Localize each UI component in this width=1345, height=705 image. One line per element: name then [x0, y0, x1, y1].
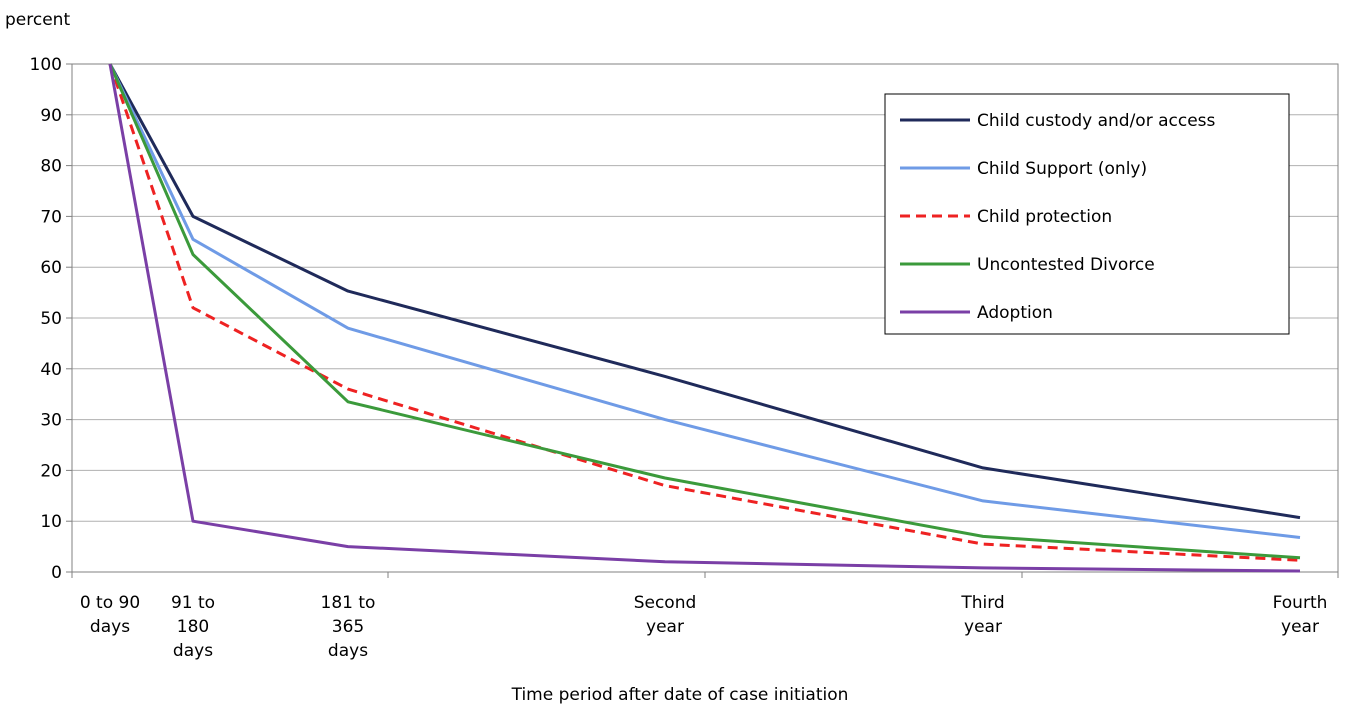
- y-tick-label: 20: [40, 461, 62, 481]
- y-tick-label: 30: [40, 411, 62, 431]
- legend-label: Child protection: [977, 207, 1112, 227]
- y-tick-label: 70: [40, 207, 62, 227]
- x-tick-label-line: 180: [177, 617, 209, 637]
- series-line-1: [108, 63, 1301, 520]
- y-tick-label: 40: [40, 360, 62, 380]
- x-axis: 0 to 90 days 91 to 180 days 181 to 365 days Seco…: [71, 572, 1339, 661]
- series-line-4: [108, 63, 1301, 560]
- series-lines: [108, 63, 1301, 573]
- x-tick-label-line: days: [90, 617, 130, 637]
- x-tick-label: Third year: [960, 593, 1004, 637]
- legend-label: Child custody and/or access: [977, 111, 1216, 131]
- x-tick-label-line: 91 to: [171, 593, 215, 613]
- x-tick-label: Fourth year: [1273, 593, 1328, 637]
- legend-box: [884, 93, 1290, 335]
- y-tick-label: 80: [40, 157, 62, 177]
- x-tick-label-line: days: [328, 641, 368, 661]
- legend-label: Uncontested Divorce: [977, 255, 1155, 275]
- x-tick-label-line: year: [1281, 617, 1319, 637]
- x-tick-label-line: Second: [634, 593, 697, 613]
- legend-label: Child Support (only): [977, 159, 1147, 179]
- y-tick-label: 60: [40, 258, 62, 278]
- series-line-2: [108, 63, 1301, 539]
- y-axis-unit-label: percent: [5, 10, 70, 30]
- x-tick-label-line: days: [173, 641, 213, 661]
- x-tick-label: Second year: [634, 593, 697, 637]
- y-tick-label: 0: [51, 563, 62, 583]
- series-line-3: [108, 63, 1301, 562]
- x-tick-label-line: 0 to 90: [80, 593, 140, 613]
- x-tick-label-line: 181 to: [321, 593, 376, 613]
- gridlines: [72, 114, 1338, 522]
- x-tick-label-line: year: [964, 617, 1002, 637]
- y-tick-label: 50: [40, 309, 62, 329]
- x-tick-label-line: Fourth: [1273, 593, 1328, 613]
- x-tick-label: 0 to 90 days: [80, 593, 140, 637]
- legend: Child custody and/or access Child Support…: [884, 93, 1290, 335]
- x-tick-label-line: 365: [332, 617, 364, 637]
- legend-label: Adoption: [977, 303, 1053, 323]
- y-tick-label: 100: [30, 55, 62, 75]
- x-axis-title: Time period after date of case initiatio…: [511, 685, 849, 705]
- x-tick-label: 181 to 365 days: [321, 593, 376, 661]
- x-tick-label: 91 to 180 days: [171, 593, 215, 661]
- y-tick-label: 90: [40, 106, 62, 126]
- x-tick-label-line: year: [646, 617, 684, 637]
- x-tick-label-line: Third: [960, 593, 1004, 613]
- series-line-5: [108, 63, 1301, 573]
- y-tick-label: 10: [40, 512, 62, 532]
- y-axis: 0 10 20 30 40 50 60 70 80 90 100: [30, 55, 72, 583]
